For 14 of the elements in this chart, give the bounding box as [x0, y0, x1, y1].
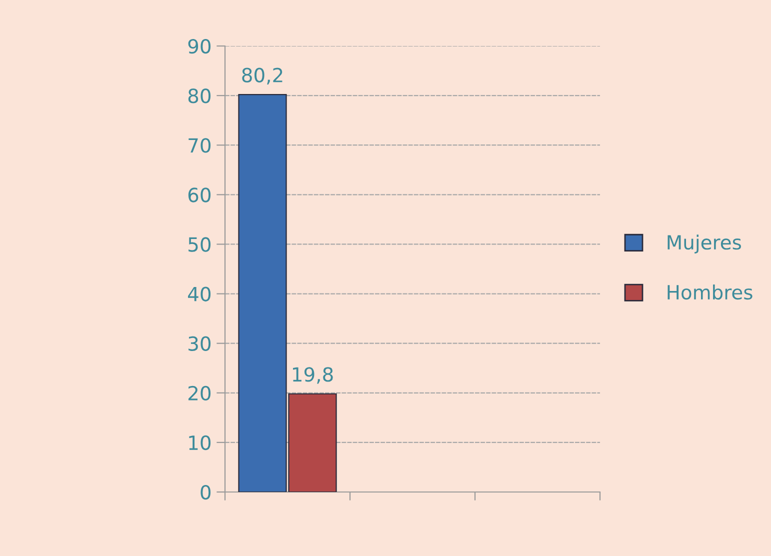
y-tick-label: 30: [188, 336, 211, 351]
y-tick-label: 20: [188, 386, 211, 401]
y-tick-label: 80: [188, 88, 211, 104]
legend-label: Hombres: [668, 284, 752, 300]
data-label: 80,2: [242, 68, 282, 84]
legend-label: Mujeres: [668, 234, 741, 254]
y-tick-label: 40: [188, 286, 211, 302]
data-label: 19,8: [292, 367, 333, 384]
y-tick-label: 60: [188, 188, 211, 202]
y-tick-label: 70: [188, 138, 211, 153]
y-tick-label: 90: [188, 38, 211, 54]
y-tick-label: 10: [189, 435, 211, 450]
y-tick-label: 0: [200, 484, 211, 500]
y-tick-label: 50: [188, 237, 211, 252]
